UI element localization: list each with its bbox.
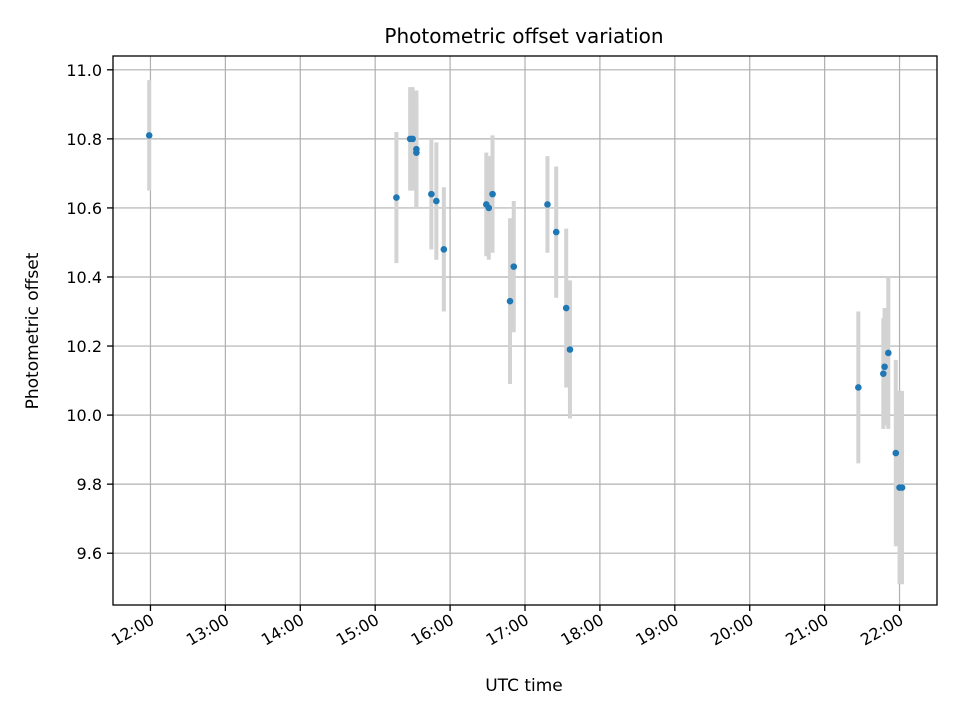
y-tick-label: 10.6 [66,199,102,218]
data-point [413,149,420,156]
y-tick-label: 9.8 [77,475,102,494]
data-point [409,135,416,143]
data-point [393,194,400,201]
chart-title: Photometric offset variation [384,24,663,48]
data-point [892,449,900,457]
data-point [562,304,570,312]
x-axis-label: UTC time [485,676,563,696]
data-point [544,201,551,208]
data-point [433,197,440,205]
data-point [552,228,560,236]
data-point [510,263,518,270]
data-point [428,190,435,198]
y-tick-label: 9.6 [77,544,102,563]
data-point [881,363,888,371]
y-tick-label: 10.2 [66,337,102,356]
data-point [506,297,514,305]
data-point [898,484,906,491]
data-point [145,132,153,139]
data-point [440,246,448,253]
point-layer [145,132,906,491]
data-point [485,204,493,212]
data-point [489,190,496,198]
y-tick-label: 10.4 [66,268,102,287]
y-axis-label: Photometric offset [23,252,43,409]
y-tick-label: 10.8 [66,130,102,149]
y-tick-label: 11.0 [66,61,102,80]
data-point [880,370,887,377]
data-point [566,346,574,353]
y-tick-label: 10.0 [66,406,102,425]
data-point [885,349,892,357]
data-point [855,384,862,391]
